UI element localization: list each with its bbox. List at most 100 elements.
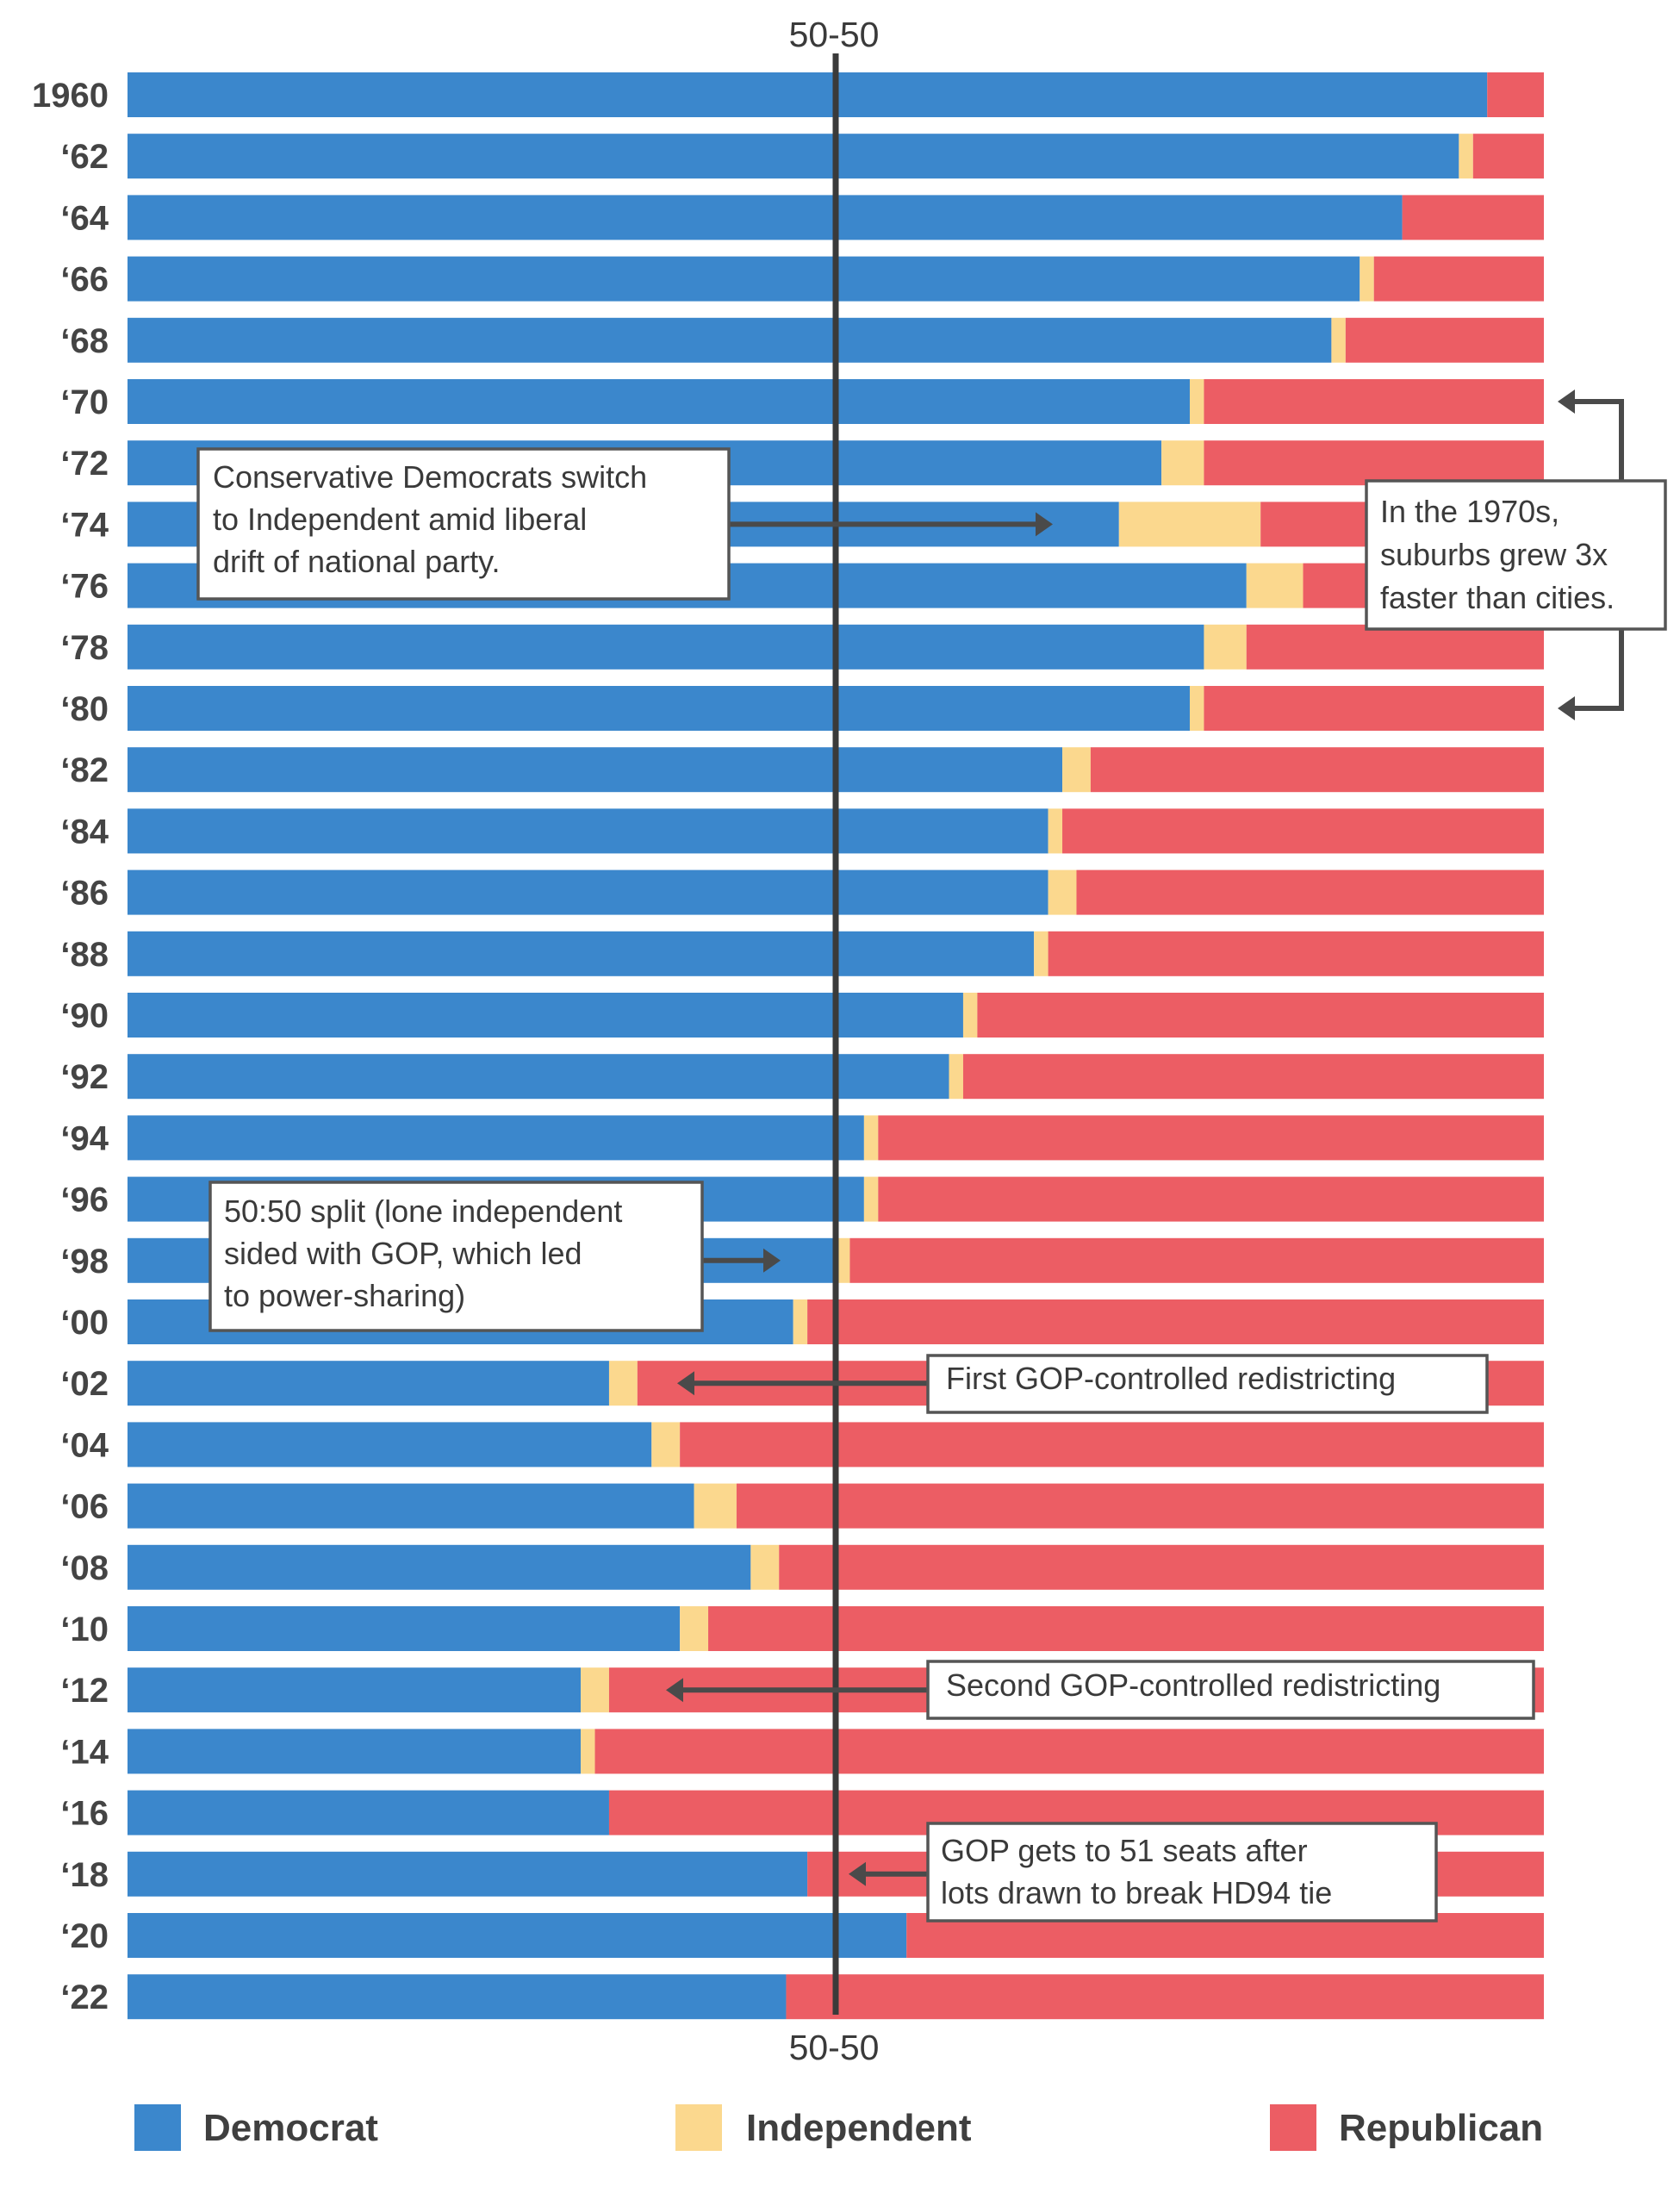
year-label: ‘20 [60, 1917, 109, 1955]
year-label: ‘80 [60, 690, 109, 728]
bar-republican [1204, 440, 1544, 486]
annotation-box [926, 1354, 1489, 1414]
annotation-ann3: 50:50 split (lone independent sided with … [208, 1181, 781, 1332]
arrowhead [1558, 696, 1575, 720]
bar-republican [1062, 808, 1544, 854]
bar-independent [1190, 686, 1204, 731]
annotation-text: 50:50 split (lone independent [224, 1193, 622, 1229]
annotation-text: drift of national party. [213, 544, 501, 579]
year-label: ‘84 [60, 813, 109, 851]
bar-republican [708, 1606, 1544, 1651]
bar-democrat [128, 195, 1403, 240]
bar-republican [1373, 256, 1544, 302]
year-labels: 1960 ‘62 ‘64 ‘66 ‘68 ‘70 ‘72 ‘74 ‘76 ‘78 ‘80 ‘82 ‘84… [32, 77, 109, 2016]
bar-democrat [128, 1054, 949, 1100]
annotation-text: GOP gets to 51 seats after [941, 1833, 1308, 1868]
arrowhead [763, 1248, 781, 1273]
bar-democrat [128, 1422, 652, 1468]
year-label: ‘18 [60, 1856, 109, 1894]
bar-democrat [128, 1729, 582, 1774]
bar-democrat [128, 72, 1488, 117]
year-label: ‘06 [60, 1488, 109, 1526]
bar-republican [779, 1544, 1544, 1590]
year-label: ‘08 [60, 1549, 109, 1587]
bar-republican [962, 1054, 1544, 1100]
bar-independent [1048, 808, 1063, 854]
bar-independent [1190, 379, 1204, 424]
bar-republican [1048, 931, 1544, 976]
bar-republican [1345, 317, 1544, 363]
legend-label-republican: Republican [1339, 2107, 1543, 2149]
legend-label-independent: Independent [746, 2107, 972, 2149]
annotation-ann5: Second GOP-controlled redistricting [666, 1660, 1535, 1720]
annotation-box [926, 1660, 1535, 1720]
bar-republican [1246, 624, 1544, 670]
bar-democrat [128, 317, 1332, 363]
arrowhead [849, 1861, 866, 1886]
year-label: ‘02 [60, 1365, 109, 1403]
year-label: ‘76 [60, 568, 109, 606]
bar-democrat [128, 1483, 694, 1529]
bar-independent [651, 1422, 681, 1468]
bar-democrat [128, 869, 1048, 915]
year-label: ‘68 [60, 322, 109, 360]
bracket-bottom [1573, 629, 1624, 711]
year-label: ‘88 [60, 936, 109, 974]
bar-democrat [128, 1544, 751, 1590]
bar-democrat [128, 1667, 582, 1713]
arrowhead [1558, 389, 1575, 414]
bar-republican [1076, 869, 1544, 915]
year-label: ‘62 [60, 138, 109, 176]
bar-democrat [128, 379, 1190, 424]
bar-republican [977, 993, 1544, 1038]
bar-democrat [128, 993, 963, 1038]
annotation-text: to power-sharing) [224, 1278, 465, 1313]
legend-swatch-independent [675, 2104, 722, 2151]
fifty-fifty-label-top: 50-50 [789, 15, 880, 54]
bar-republican [878, 1176, 1544, 1222]
year-label: ‘78 [60, 629, 109, 667]
bar-democrat [128, 1974, 787, 2020]
bar-independent [1062, 747, 1091, 793]
bar-republican [736, 1483, 1544, 1529]
bar-independent [1048, 869, 1077, 915]
year-label: ‘22 [60, 1979, 109, 2016]
bar-republican [680, 1422, 1544, 1468]
year-label: ‘14 [60, 1733, 109, 1771]
bar-republican [1402, 195, 1544, 240]
bar-independent [1360, 256, 1374, 302]
bar-independent [581, 1729, 595, 1774]
year-label: 1960 [32, 77, 109, 115]
annotation-text: In the 1970s, [1380, 494, 1559, 529]
bar-independent [1118, 502, 1261, 547]
annotation-box [196, 447, 731, 601]
arrowhead [666, 1678, 683, 1703]
bracket-top [1573, 399, 1624, 481]
bar-democrat [128, 1361, 609, 1406]
bar-republican [1204, 379, 1544, 424]
year-label: ‘82 [60, 751, 109, 789]
bar-democrat [128, 256, 1360, 302]
bar-democrat [128, 134, 1459, 179]
year-label: ‘94 [60, 1119, 109, 1157]
bar-democrat [128, 747, 1063, 793]
year-label: ‘64 [60, 199, 109, 237]
bar-republican [807, 1299, 1544, 1344]
year-label: ‘92 [60, 1058, 109, 1096]
annotation-text: sided with GOP, which led [224, 1236, 582, 1271]
bar-independent [863, 1176, 879, 1222]
year-label: ‘16 [60, 1795, 109, 1833]
year-label: ‘00 [60, 1304, 109, 1342]
bar-democrat [128, 1851, 808, 1897]
annotation-text: suburbs grew 3x [1380, 537, 1608, 572]
year-label: ‘70 [60, 383, 109, 421]
bar-democrat [128, 931, 1035, 976]
fifty-fifty-label-bottom: 50-50 [789, 2028, 880, 2067]
bar-independent [581, 1667, 609, 1713]
annotation-text: Second GOP-controlled redistricting [946, 1667, 1440, 1703]
annotation-box [926, 1822, 1438, 1922]
bar-republican [849, 1237, 1544, 1283]
bar-independent [863, 1115, 879, 1161]
bar-independent [962, 993, 978, 1038]
annotation-ann6: GOP gets to 51 seats after lots drawn to … [849, 1822, 1438, 1922]
